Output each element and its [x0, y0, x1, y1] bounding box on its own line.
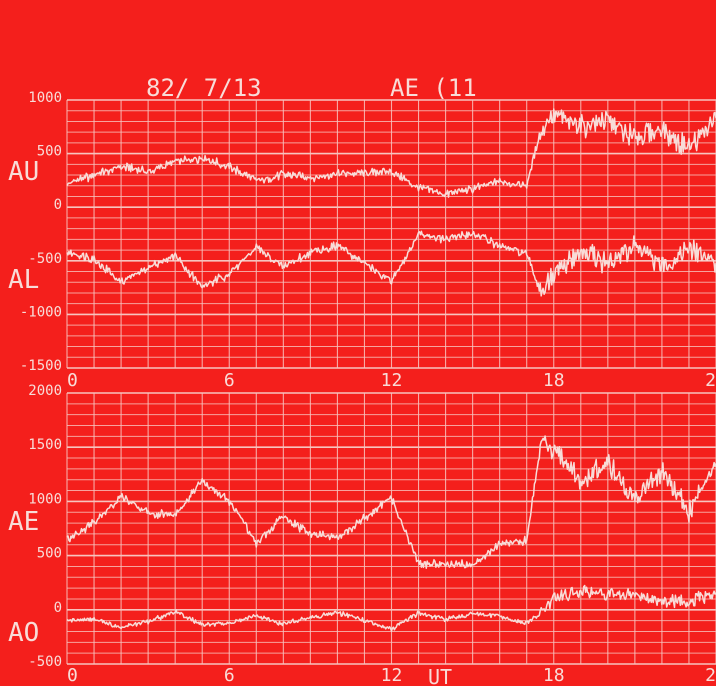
y-tick-label: -1000	[20, 304, 62, 320]
y-tick-label: 0	[54, 600, 62, 616]
y-tick-label: -500	[28, 654, 62, 670]
series-line-ao	[66, 584, 716, 632]
header-index: AE (11	[390, 74, 477, 102]
x-tick-label: 12	[381, 370, 403, 391]
y-tick-label: 0	[54, 197, 62, 213]
y-tick-label: 2000	[28, 383, 62, 399]
lower-panel-grid	[66, 392, 716, 665]
y-tick-label: 1000	[28, 90, 62, 106]
series-label-al: AL	[8, 265, 39, 295]
x-axis-label-ut: UT	[428, 665, 452, 686]
plot-marks: 1000 500 0 -500 -1000 -1500 0 6 12 18 24 2000 1500 10…	[20, 90, 716, 686]
series-label-ao: AO	[8, 618, 39, 648]
x-tick-label: 0	[67, 665, 78, 686]
x-tick-label: 18	[543, 370, 565, 391]
x-tick-label: 24	[705, 370, 716, 391]
y-tick-label: 1000	[28, 491, 62, 507]
series-line-au	[66, 108, 716, 198]
x-tick-label: 6	[224, 665, 235, 686]
x-tick-label: 0	[67, 370, 78, 391]
y-tick-label: 500	[37, 144, 62, 160]
upper-panel-grid	[66, 99, 716, 369]
y-tick-label: -500	[28, 251, 62, 267]
y-tick-label: 500	[37, 546, 62, 562]
series-line-al	[66, 230, 716, 297]
series-label-au: AU	[8, 157, 39, 187]
x-tick-label: 12	[381, 665, 403, 686]
x-tick-label: 18	[543, 665, 565, 686]
y-tick-label: -1500	[20, 358, 62, 374]
series-label-ae: AE	[8, 507, 39, 537]
header-date: 82/ 7/13	[146, 74, 262, 102]
x-tick-label: 24	[705, 665, 716, 686]
y-tick-label: 1500	[28, 437, 62, 453]
x-tick-label: 6	[224, 370, 235, 391]
series-line-ae	[66, 435, 716, 569]
